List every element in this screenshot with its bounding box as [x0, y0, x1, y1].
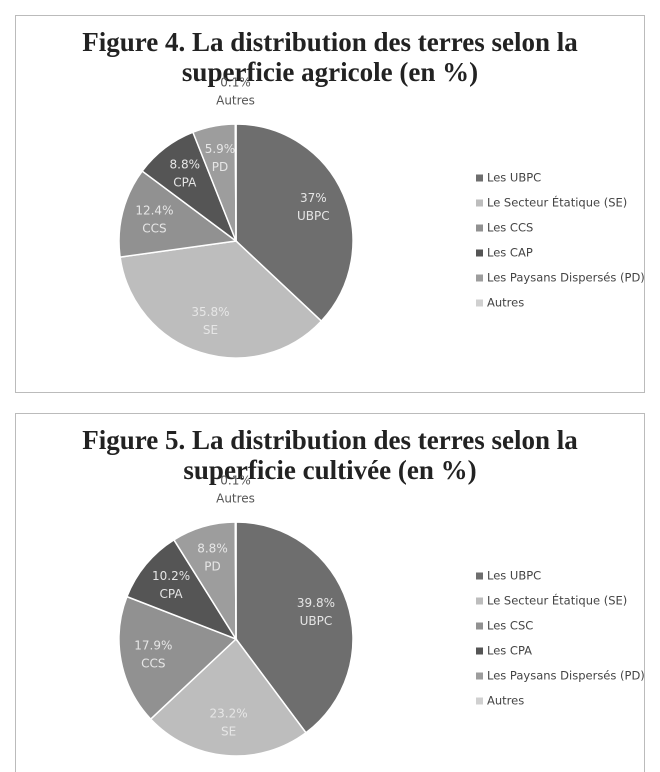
legend-swatch [476, 697, 483, 705]
data-label: 12.4% [135, 204, 173, 218]
legend-label: Les CSC [487, 619, 533, 633]
data-label: CCS [141, 657, 165, 671]
data-label: 8.8% [197, 542, 228, 556]
legend-swatch [476, 672, 483, 680]
data-label: 0.1% [220, 474, 251, 488]
pie-slice [125, 538, 238, 641]
data-label: 37% [300, 191, 327, 205]
data-label: Autres [216, 94, 255, 108]
data-label: 23.2% [210, 706, 248, 720]
data-label: UBPC [300, 614, 333, 628]
data-label: 35.8% [191, 305, 229, 319]
legend-swatch [476, 274, 483, 282]
legend-swatch [476, 647, 483, 655]
legend-swatch [476, 572, 483, 580]
legend-label: Les Paysans Dispersés (PD) [487, 669, 645, 683]
data-label: 0.1% [220, 76, 251, 90]
legend-label: Les UBPC [487, 569, 541, 583]
legend-swatch [476, 249, 483, 257]
chart-title: Figure 5. La distribution des terres sel… [82, 425, 578, 455]
legend-label: Autres [487, 296, 524, 310]
data-label: 5.9% [205, 142, 236, 156]
data-label: CCS [142, 222, 166, 236]
data-label: SE [203, 323, 218, 337]
pie-slice [235, 521, 354, 734]
pie-slice [118, 169, 238, 258]
data-label: 10.2% [152, 569, 190, 583]
legend-label: Les CPA [487, 644, 532, 658]
chart-title: superficie agricole (en %) [182, 57, 478, 87]
pie-slice [119, 240, 323, 359]
pie-slice [118, 595, 238, 721]
pie-slice [149, 637, 308, 757]
legend-swatch [476, 224, 483, 232]
data-label: 17.9% [134, 639, 172, 653]
data-label: UBPC [297, 209, 330, 223]
legend-label: Le Secteur Étatique (SE) [487, 195, 627, 210]
data-label: 8.8% [170, 158, 201, 172]
data-label: SE [221, 724, 236, 738]
data-label: Autres [216, 492, 255, 506]
data-label: PD [204, 560, 220, 574]
legend-swatch [476, 597, 483, 605]
legend-label: Les CCS [487, 221, 533, 235]
data-label: CPA [173, 176, 197, 190]
legend-label: Les UBPC [487, 171, 541, 185]
pie-slice [234, 123, 237, 242]
legend-label: Autres [487, 694, 524, 708]
legend-swatch [476, 622, 483, 630]
legend-swatch [476, 299, 483, 307]
data-label: CPA [160, 587, 184, 601]
data-label: PD [212, 160, 228, 174]
legend-swatch [476, 199, 483, 207]
chart-title: superficie cultivée (en %) [183, 455, 476, 485]
data-label: 39.8% [297, 596, 335, 610]
chart-title: Figure 4. La distribution des terres sel… [82, 27, 578, 57]
legend-label: Les Paysans Dispersés (PD) [487, 271, 645, 285]
pie-slice [235, 123, 354, 323]
legend-label: Le Secteur Étatique (SE) [487, 593, 627, 608]
legend-label: Les CAP [487, 246, 533, 260]
pie-slice [234, 521, 237, 640]
legend-swatch [476, 174, 483, 182]
